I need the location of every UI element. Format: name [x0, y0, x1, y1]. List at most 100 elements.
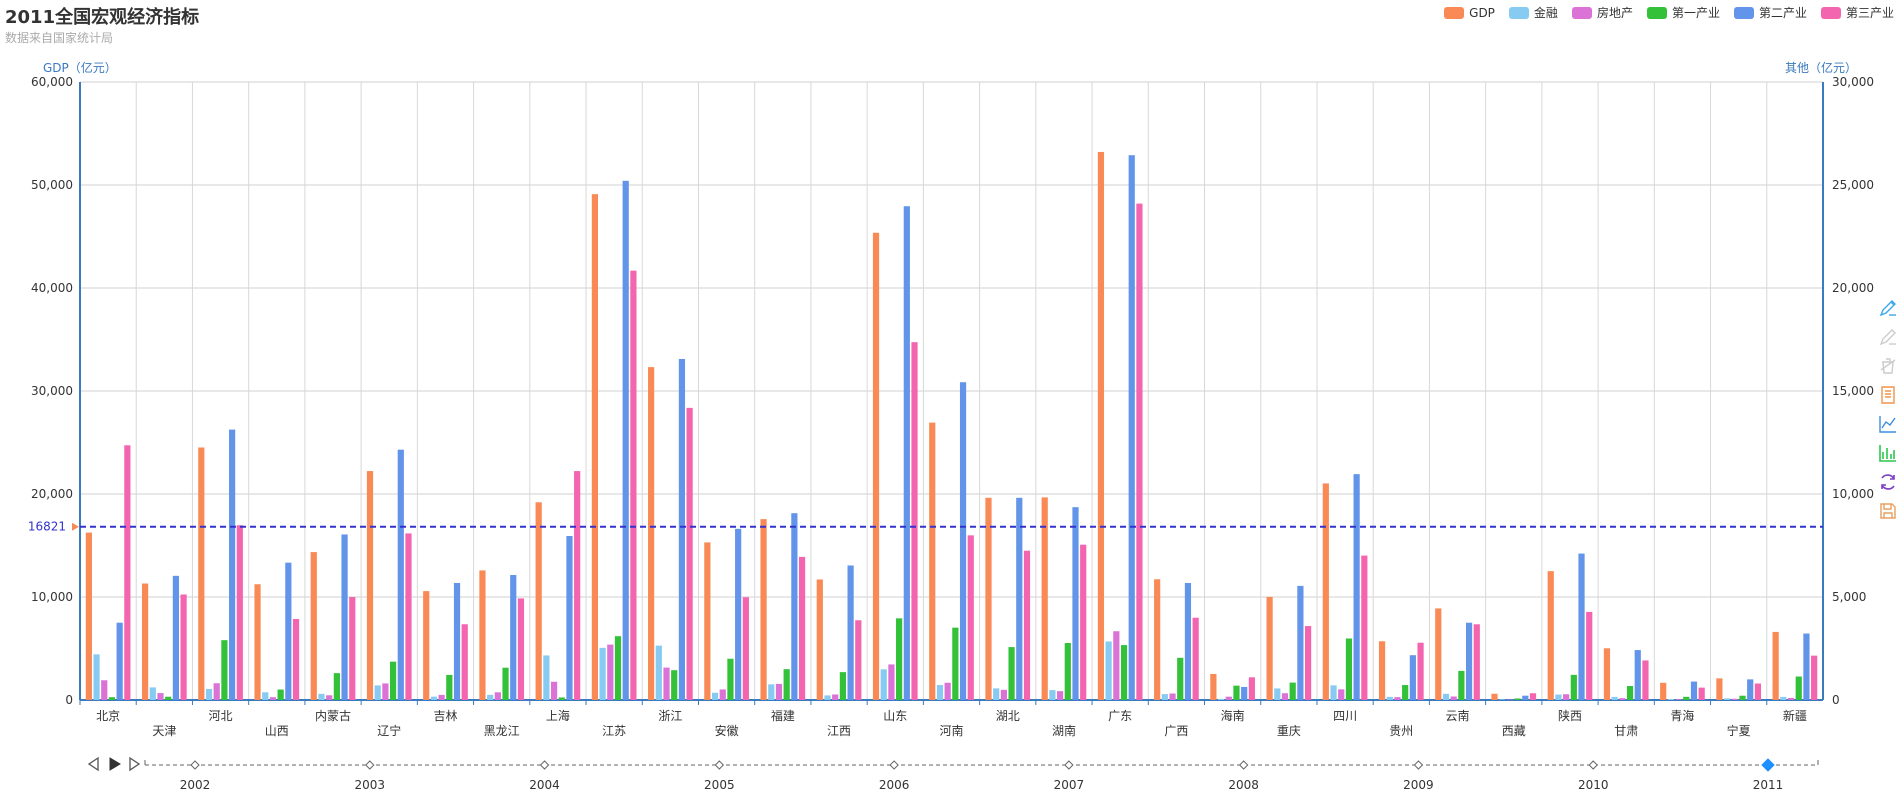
bar[interactable]	[1754, 683, 1762, 700]
bar[interactable]	[686, 407, 693, 700]
bar[interactable]	[832, 694, 839, 700]
bar[interactable]	[517, 598, 525, 700]
timeline-node[interactable]	[190, 760, 200, 770]
bar[interactable]	[614, 636, 622, 700]
bar[interactable]	[1233, 685, 1240, 700]
timeline-next-icon[interactable]	[126, 756, 142, 772]
bar[interactable]	[198, 447, 205, 700]
bar[interactable]	[1266, 596, 1273, 700]
bar[interactable]	[550, 681, 558, 700]
bar[interactable]	[872, 232, 880, 700]
bar[interactable]	[1330, 685, 1337, 700]
bar[interactable]	[1217, 698, 1225, 700]
bar[interactable]	[1787, 697, 1795, 700]
bar[interactable]	[389, 661, 397, 700]
bar[interactable]	[213, 683, 220, 700]
line-chart-icon[interactable]	[1878, 414, 1898, 434]
bar[interactable]	[985, 497, 992, 700]
bar[interactable]	[1660, 682, 1667, 700]
bar[interactable]	[798, 556, 806, 700]
bar[interactable]	[993, 688, 1000, 700]
legend-item-gdp[interactable]: GDP	[1444, 4, 1495, 21]
bar[interactable]	[558, 697, 565, 700]
bar[interactable]	[678, 358, 686, 700]
bar[interactable]	[461, 624, 468, 700]
bar[interactable]	[1586, 611, 1593, 700]
legend-item-finance[interactable]: 金融	[1508, 4, 1558, 21]
bar[interactable]	[727, 658, 734, 700]
bar[interactable]	[382, 683, 389, 700]
bar[interactable]	[1683, 696, 1690, 700]
bar[interactable]	[326, 695, 333, 700]
bar[interactable]	[944, 682, 951, 700]
bar[interactable]	[1435, 608, 1442, 700]
bar[interactable]	[1603, 648, 1611, 700]
bar[interactable]	[1057, 691, 1064, 700]
bar[interactable]	[655, 645, 662, 700]
bar[interactable]	[405, 533, 412, 700]
bar[interactable]	[1080, 544, 1087, 700]
timeline-node[interactable]	[714, 760, 725, 770]
legend-item-primary-industry[interactable]: 第一产业	[1646, 4, 1720, 21]
bar[interactable]	[1064, 642, 1071, 700]
bar[interactable]	[1297, 585, 1304, 700]
timeline-prev-icon[interactable]	[86, 756, 102, 772]
bar[interactable]	[1547, 571, 1554, 700]
bar[interactable]	[1442, 693, 1450, 700]
bar[interactable]	[1417, 642, 1424, 700]
timeline-node[interactable]	[1413, 760, 1424, 770]
bar[interactable]	[1016, 497, 1023, 700]
bar[interactable]	[318, 693, 325, 700]
bar[interactable]	[1305, 626, 1312, 700]
legend-item-secondary-industry[interactable]: 第二产业	[1733, 4, 1807, 21]
bar[interactable]	[1361, 555, 1368, 700]
bar[interactable]	[1675, 699, 1682, 700]
bar[interactable]	[1128, 155, 1135, 700]
bar[interactable]	[959, 382, 967, 700]
bar[interactable]	[735, 528, 742, 700]
bar[interactable]	[824, 695, 831, 700]
bar[interactable]	[341, 534, 348, 700]
bar[interactable]	[671, 670, 678, 700]
bar[interactable]	[1000, 689, 1007, 700]
bar[interactable]	[1225, 696, 1232, 700]
bar[interactable]	[1450, 696, 1457, 701]
bar[interactable]	[1514, 698, 1521, 700]
mark-clear-icon[interactable]	[1878, 356, 1898, 376]
bar[interactable]	[1322, 483, 1329, 700]
bar[interactable]	[1780, 696, 1787, 700]
bar[interactable]	[285, 562, 292, 700]
bar[interactable]	[180, 594, 187, 700]
bar[interactable]	[791, 513, 798, 700]
legend-item-real-estate[interactable]: 房地产	[1571, 4, 1633, 21]
legend-item-tertiary-industry[interactable]: 第三产业	[1820, 4, 1894, 21]
timeline-node[interactable]	[1238, 760, 1249, 770]
bar[interactable]	[719, 689, 726, 700]
bar[interactable]	[1177, 657, 1184, 700]
bar[interactable]	[1097, 151, 1105, 700]
mark-icon[interactable]	[1878, 298, 1898, 318]
bar[interactable]	[423, 591, 430, 700]
bar[interactable]	[1772, 631, 1779, 700]
bar[interactable]	[1281, 693, 1289, 700]
bar[interactable]	[1634, 650, 1641, 700]
bar[interactable]	[591, 194, 598, 701]
bar[interactable]	[1041, 497, 1048, 700]
bar[interactable]	[374, 685, 381, 700]
bar[interactable]	[430, 696, 438, 700]
bar[interactable]	[1008, 647, 1015, 700]
bar[interactable]	[141, 583, 149, 700]
bar[interactable]	[1803, 633, 1810, 700]
bar[interactable]	[1619, 698, 1626, 700]
bar[interactable]	[236, 525, 243, 700]
bar[interactable]	[149, 687, 156, 700]
bar[interactable]	[1747, 679, 1754, 700]
bar[interactable]	[1289, 682, 1296, 700]
bar[interactable]	[116, 622, 123, 700]
bar[interactable]	[292, 619, 300, 700]
bar[interactable]	[839, 672, 846, 700]
bar[interactable]	[1473, 624, 1480, 700]
bar[interactable]	[607, 644, 614, 700]
bar[interactable]	[502, 667, 509, 700]
bar[interactable]	[1522, 695, 1529, 700]
